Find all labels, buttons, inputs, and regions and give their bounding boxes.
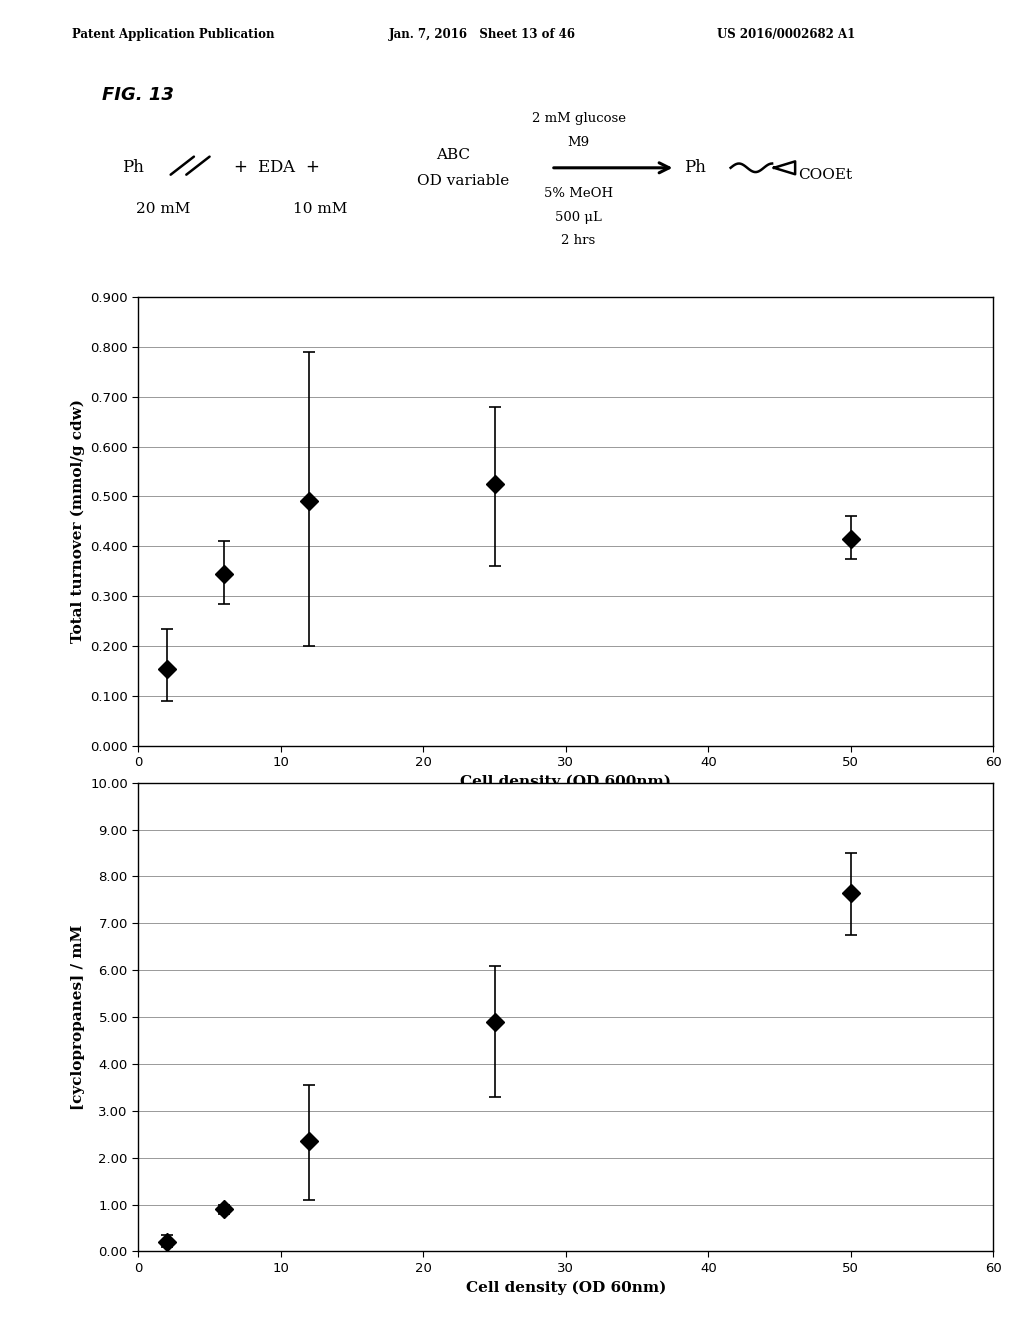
Text: 500 μL: 500 μL [555,211,602,223]
Text: Ph: Ph [685,160,707,177]
Y-axis label: Total turnover (mmol/g cdw): Total turnover (mmol/g cdw) [70,400,85,643]
Y-axis label: [cyclopropanes] / mM: [cyclopropanes] / mM [71,924,85,1110]
Text: Jan. 7, 2016   Sheet 13 of 46: Jan. 7, 2016 Sheet 13 of 46 [389,28,577,41]
Text: Patent Application Publication: Patent Application Publication [72,28,274,41]
Text: COOEt: COOEt [798,168,852,182]
Text: Ph: Ph [123,160,144,177]
Text: $+$  EDA  $+$: $+$ EDA $+$ [233,160,319,177]
Text: 20 mM: 20 mM [136,202,190,215]
X-axis label: Cell density (OD 60nm): Cell density (OD 60nm) [466,1280,666,1295]
Text: FIG. 13: FIG. 13 [102,86,174,104]
Text: M9: M9 [567,136,590,149]
Text: OD variable: OD variable [418,174,510,187]
X-axis label: Cell density (OD 600nm): Cell density (OD 600nm) [460,775,672,789]
Text: ABC: ABC [436,148,470,162]
Text: 10 mM: 10 mM [293,202,347,215]
Text: 5% MeOH: 5% MeOH [544,187,613,201]
Text: 2 mM glucose: 2 mM glucose [531,112,626,125]
Text: US 2016/0002682 A1: US 2016/0002682 A1 [717,28,855,41]
Text: 2 hrs: 2 hrs [561,235,596,247]
